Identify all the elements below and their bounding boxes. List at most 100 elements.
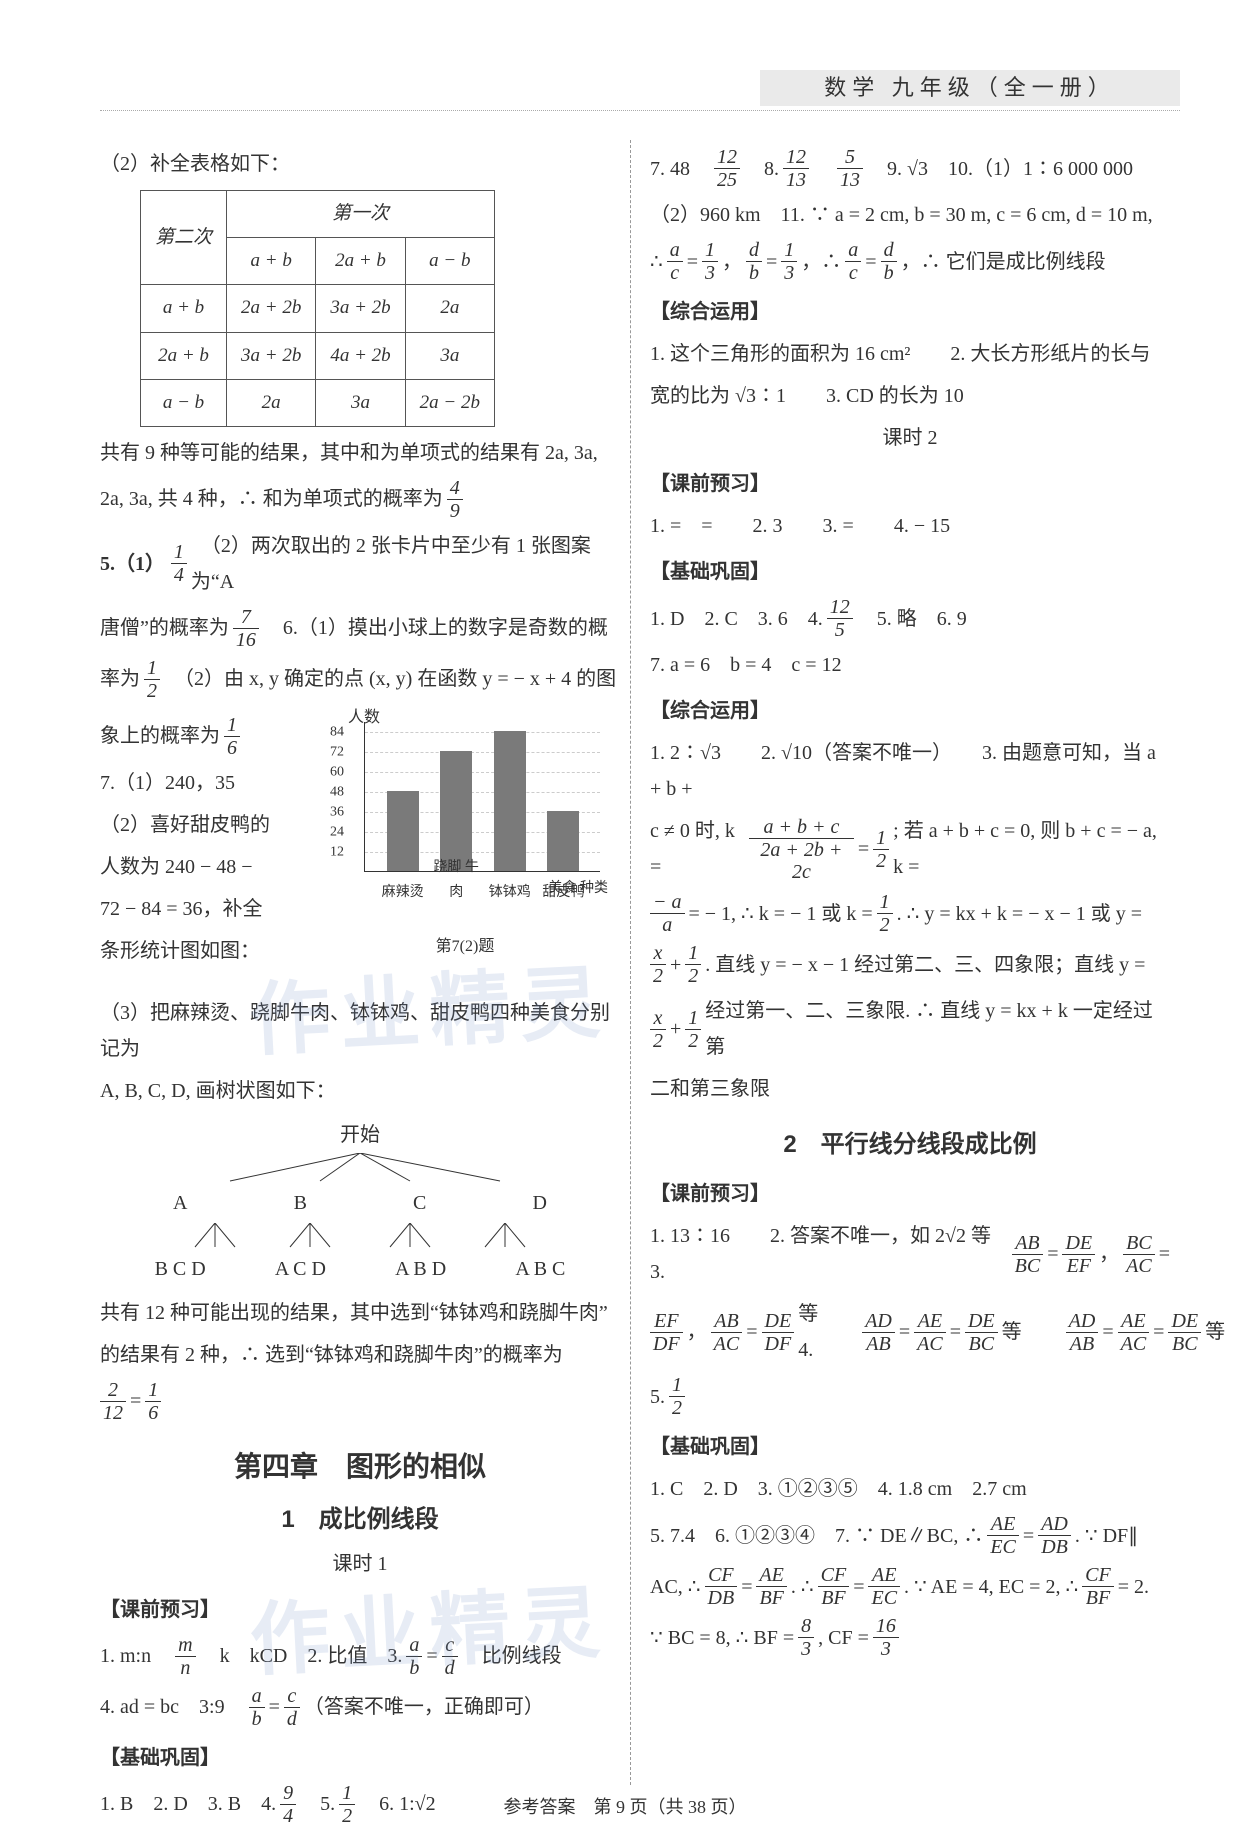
text: = xyxy=(950,1314,961,1350)
tree-branches xyxy=(180,1153,540,1183)
fraction: DEEF xyxy=(1062,1232,1095,1277)
text: + xyxy=(670,947,681,983)
fraction: AEEC xyxy=(987,1513,1019,1558)
text: = xyxy=(1102,1314,1113,1350)
text: = xyxy=(1047,1236,1058,1272)
text: 象上的概率为 16 xyxy=(100,714,310,759)
bar xyxy=(494,731,526,871)
fraction: ADAB xyxy=(862,1310,895,1355)
cell: 3a + 2b xyxy=(316,285,405,332)
text: 6.（1）摸出小球上的数字是奇数的概 xyxy=(263,610,608,646)
text: 经过第一、二、三象限. ∴ 直线 y = kx + k 一定经过第 xyxy=(705,993,1170,1065)
fraction: cd xyxy=(284,1685,300,1730)
text: 5. xyxy=(650,1379,665,1415)
text: 212 = 16 xyxy=(100,1379,620,1424)
text: 条形统计图如图： xyxy=(100,933,310,969)
text: EFDF ， ABAC = DEDF 等 4. ADAB = AEAC = DE… xyxy=(650,1296,1170,1368)
fraction: ABAC xyxy=(711,1310,743,1355)
fraction: − aa xyxy=(650,891,685,936)
fraction: 16 xyxy=(224,714,240,759)
cell: 2a xyxy=(405,285,494,332)
text: （2）两次取出的 2 张卡片中至少有 1 张图案为“A xyxy=(191,528,620,600)
text: 4. ad = bc 3:9 xyxy=(100,1689,245,1725)
text: 等 xyxy=(1205,1314,1225,1350)
section-label: 【综合运用】 xyxy=(650,693,1170,729)
text: 5.（1） xyxy=(100,546,163,582)
text: 二和第三象限 xyxy=(650,1071,1170,1107)
fraction: CFBF xyxy=(1082,1564,1114,1609)
text: ，∴ 它们是成比例线段 xyxy=(901,244,1106,280)
section-label: 【综合运用】 xyxy=(650,294,1170,330)
fraction: AEAC xyxy=(1118,1310,1150,1355)
fraction: EFDF xyxy=(650,1310,683,1355)
fraction: db xyxy=(881,239,897,284)
text: + xyxy=(670,1011,681,1047)
text: . ∵ DF∥ xyxy=(1075,1518,1138,1554)
fraction: a + b + c2a + 2b + 2c xyxy=(749,816,854,883)
text: 比例线段 xyxy=(462,1638,562,1674)
fraction: mn xyxy=(175,1634,195,1679)
x-label: 麻辣烫 xyxy=(378,880,428,905)
text: 1. C 2. D 3. ①②③⑤ 4. 1.8 cm 2.7 cm xyxy=(650,1471,1170,1507)
text: 7.（1）240，35 xyxy=(100,765,310,801)
fraction: cd xyxy=(442,1634,458,1679)
x-label: 跷脚 牛肉 xyxy=(431,855,481,905)
text: （2）补全表格如下： xyxy=(100,146,620,182)
section-label: 【基础巩固】 xyxy=(650,1429,1170,1465)
fraction: CFBF xyxy=(818,1564,850,1609)
tree-leaf: A B D xyxy=(395,1251,446,1287)
text: （2）960 km 11. ∵ a = 2 cm, b = 30 m, c = … xyxy=(650,197,1170,233)
fraction: 513 xyxy=(837,146,863,191)
text: 4. ad = bc 3:9 ab = cd （答案不唯一，正确即可） xyxy=(100,1685,620,1730)
text: = xyxy=(1153,1314,1164,1350)
cell: a + b xyxy=(227,238,316,285)
text: 7. 48 1225 8. 1213 513 9. √3 10.（1）1∶6 0… xyxy=(650,146,1170,191)
text: 共有 12 种可能出现的结果，其中选到“钵钵鸡和跷脚牛肉” xyxy=(100,1295,620,1331)
text: = xyxy=(269,1689,280,1725)
section-label: 【基础巩固】 xyxy=(100,1740,620,1776)
fraction: 13 xyxy=(702,239,718,284)
text: AC, ∴ xyxy=(650,1569,701,1605)
text: c ≠ 0 时, k = xyxy=(650,813,745,885)
text: （答案不唯一，正确即可） xyxy=(304,1689,544,1725)
tree-node: D xyxy=(532,1185,546,1221)
text: AC, ∴ CFDB = AEBF . ∴ CFBF = AEEC . ∵ AE… xyxy=(650,1564,1170,1609)
section-heading: 1 成比例线段 xyxy=(100,1498,620,1541)
text: 7. a = 6 b = 4 c = 12 xyxy=(650,647,1170,683)
fraction: x2 xyxy=(650,1007,666,1052)
fraction: 1225 xyxy=(714,146,740,191)
text: 率为 xyxy=(100,661,140,697)
fraction: ac xyxy=(667,239,683,284)
section-label: 【课前预习】 xyxy=(650,466,1170,502)
fraction: AEEC xyxy=(868,1564,900,1609)
cell: 3a xyxy=(405,332,494,379)
text: = xyxy=(899,1314,910,1350)
section-heading: 2 平行线分线段成比例 xyxy=(650,1123,1170,1166)
bar xyxy=(547,811,579,871)
tree-leaf: B C D xyxy=(155,1251,206,1287)
text: . ∴ y = kx + k = − x − 1 或 y = xyxy=(897,896,1142,932)
cell: 2a xyxy=(227,379,316,426)
section-label: 【课前预习】 xyxy=(100,1592,620,1628)
tree-node: B xyxy=(294,1185,307,1221)
cell: 3a xyxy=(316,379,405,426)
text: ， xyxy=(1099,1236,1119,1272)
text: = xyxy=(741,1569,752,1605)
probability-table: 第二次 第一次 a + b 2a + b a − b a + b 2a + 2b… xyxy=(140,190,495,427)
tree-root: 开始 xyxy=(100,1117,620,1153)
text: 的结果有 2 种，∴ 选到“钵钵鸡和跷脚牛肉”的概率为 xyxy=(100,1337,620,1373)
text: ∴ xyxy=(650,244,663,280)
text: 等 xyxy=(1002,1314,1062,1350)
cell: 2a + b xyxy=(141,332,227,379)
fraction: x2 xyxy=(650,942,666,987)
fraction: 12 xyxy=(685,942,701,987)
fraction: 163 xyxy=(873,1615,899,1660)
text: = xyxy=(858,831,869,867)
text: 人数为 240 − 48 − xyxy=(100,849,310,885)
text: ∴ ac = 13 ， db = 13 ，∴ ac = db ，∴ 它们是成比例… xyxy=(650,239,1170,284)
text: 唐僧”的概率为 716 6.（1）摸出小球上的数字是奇数的概 xyxy=(100,606,620,651)
text: ; 若 a + b + c = 0, 则 b + c = − a, k = xyxy=(893,813,1170,885)
fraction: ab xyxy=(249,1685,265,1730)
cell: a − b xyxy=(141,379,227,426)
text: − aa = − 1, ∴ k = − 1 或 k = 12 . ∴ y = k… xyxy=(650,891,1170,936)
